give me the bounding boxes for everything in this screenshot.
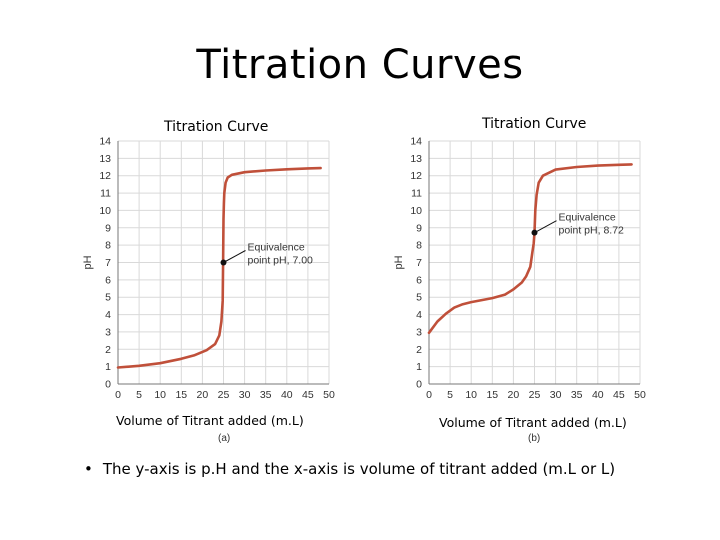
chart-b-ylabel: pH — [393, 255, 405, 269]
chart-b-x-tick-label: 0 — [426, 389, 432, 401]
chart-b-annotation-line2: point pH, 8.72 — [559, 225, 625, 237]
chart-b-y-tick-label: 7 — [416, 257, 422, 269]
chart-b-y-tick-label: 3 — [416, 326, 422, 338]
chart-a-annotation-line2: point pH, 7.00 — [248, 255, 314, 267]
chart-b-x-tick-label: 30 — [550, 389, 562, 401]
chart-b-panel-label: (b) — [528, 433, 541, 444]
chart-a-y-tick-label: 1 — [105, 361, 111, 373]
chart-b-y-tick-label: 4 — [416, 309, 422, 321]
chart-a-y-tick-label: 6 — [105, 274, 111, 286]
chart-b-y-tick-label: 9 — [416, 222, 422, 234]
chart-b-y-tick-label: 6 — [416, 274, 422, 286]
chart-b-x-tick-label: 10 — [465, 389, 477, 401]
chart-b-x-tick-label: 50 — [634, 389, 646, 401]
chart-b-x-tick-label: 35 — [571, 389, 583, 401]
chart-a-y-tick-label: 5 — [105, 292, 111, 304]
chart-a-annotation-leader — [223, 250, 246, 263]
chart-a-ylabel: pH — [82, 255, 94, 269]
slide-title: Titration Curves — [196, 42, 524, 88]
chart-b-y-tick-label: 2 — [416, 344, 422, 356]
chart-a-x-tick-label: 45 — [302, 389, 314, 401]
chart-a-y-tick-label: 7 — [105, 257, 111, 269]
bullet-icon: • — [84, 460, 93, 478]
chart-b-x-tick-label: 45 — [613, 389, 625, 401]
chart-b-y-tick-label: 8 — [416, 240, 422, 252]
chart-a-y-tick-label: 11 — [100, 188, 111, 200]
chart-b-xlabel: Volume of Titrant added (m.L) — [439, 415, 627, 430]
chart-b-y-tick-label: 5 — [416, 292, 422, 304]
chart-a-y-tick-label: 4 — [105, 309, 111, 321]
chart-b-y-tick-label: 0 — [416, 379, 422, 391]
chart-a-x-tick-label: 0 — [115, 389, 121, 401]
chart-a-y-tick-label: 13 — [99, 153, 111, 165]
chart-a-x-tick-label: 25 — [218, 389, 230, 401]
chart-b-y-tick-label: 1 — [416, 361, 422, 373]
chart-b-y-tick-label: 12 — [410, 170, 422, 182]
chart-a-x-tick-label: 10 — [154, 389, 166, 401]
bullet-text: The y-axis is p.H and the x-axis is volu… — [102, 460, 616, 478]
chart-a-y-tick-label: 9 — [105, 222, 111, 234]
chart-b-x-tick-label: 20 — [508, 389, 520, 401]
chart-a-xlabel: Volume of Titrant added (m.L) — [116, 413, 304, 428]
chart-b-annotation-line1: Equivalence — [559, 212, 616, 224]
chart-b-annotation-leader — [534, 220, 557, 234]
chart-a-x-tick-label: 5 — [136, 389, 142, 401]
chart-a-y-tick-label: 0 — [105, 379, 111, 391]
chart-b-x-tick-label: 40 — [592, 389, 604, 401]
chart-b-y-tick-label: 10 — [410, 205, 422, 217]
chart-a-y-tick-label: 8 — [105, 240, 111, 252]
chart-a-annotation-line1: Equivalence — [248, 242, 305, 254]
chart-b-series-line — [427, 163, 633, 335]
chart-a-x-tick-label: 40 — [281, 389, 293, 401]
chart-a-y-tick-label: 2 — [105, 344, 111, 356]
chart-b-x-tick-label: 25 — [529, 389, 541, 401]
chart-a-y-tick-label: 3 — [105, 326, 111, 338]
chart-b-y-tick-label: 13 — [410, 153, 422, 165]
bullet-point: • The y-axis is p.H and the x-axis is vol… — [84, 460, 615, 478]
chart-a-x-tick-label: 30 — [239, 389, 251, 401]
chart-a-x-tick-label: 15 — [175, 389, 187, 401]
chart-a-title: Titration Curve — [164, 119, 269, 135]
chart-a-y-tick-label: 12 — [99, 170, 111, 182]
chart-a-x-tick-label: 50 — [323, 389, 335, 401]
chart-a-panel-label: (a) — [218, 433, 231, 444]
chart-a-y-tick-label: 10 — [99, 205, 111, 217]
chart-a-x-tick-label: 20 — [197, 389, 209, 401]
chart-b-x-tick-label: 15 — [486, 389, 498, 401]
chart-b-y-tick-label: 11 — [411, 188, 422, 200]
chart-b-y-tick-label: 14 — [410, 136, 422, 148]
chart-a-series-line — [116, 166, 322, 369]
chart-a-y-tick-label: 14 — [99, 136, 111, 148]
chart-a-x-tick-label: 35 — [260, 389, 272, 401]
chart-b-x-tick-label: 5 — [447, 389, 453, 401]
chart-b-title: Titration Curve — [482, 116, 587, 132]
